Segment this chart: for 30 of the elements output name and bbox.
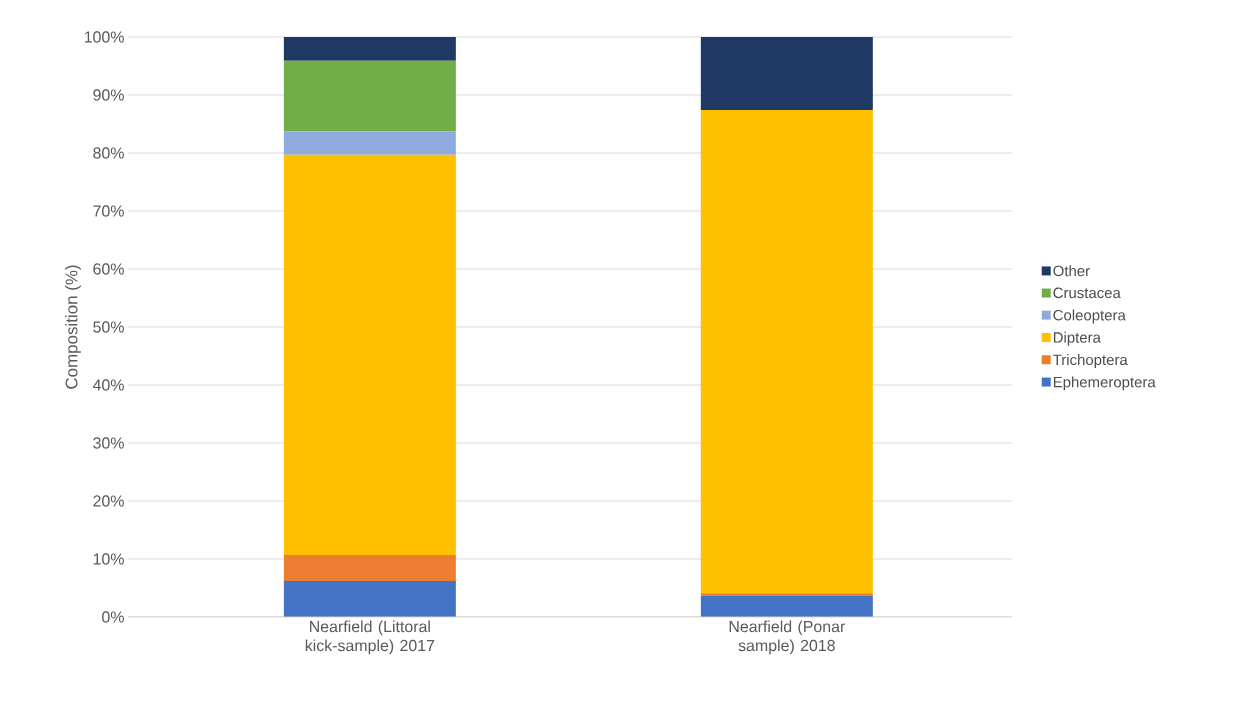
y-tick-label: 10%	[93, 553, 124, 565]
y-tick-label: 50%	[93, 321, 124, 333]
x-tick-label: Nearfield (Littoral kick-sample) 2017	[305, 620, 435, 655]
bar	[283, 131, 456, 155]
legend-label: Coleoptera	[1053, 309, 1126, 324]
bar	[283, 154, 456, 555]
legend-label: Ephemeroptera	[1053, 376, 1156, 391]
y-axis-title: Composition (%)	[65, 265, 81, 389]
y-tick-label: 60%	[93, 263, 124, 275]
y-tick-label: 70%	[93, 205, 124, 217]
legend-label: Diptera	[1053, 331, 1101, 346]
bar	[700, 593, 873, 596]
bar	[700, 595, 873, 617]
legend-label: Other	[1053, 265, 1090, 277]
bar	[283, 581, 456, 617]
legend-label: Crustacea	[1053, 287, 1121, 299]
bar	[700, 36, 873, 111]
bar	[283, 36, 456, 61]
y-tick-label: 20%	[93, 495, 124, 507]
bar	[283, 60, 456, 132]
bar	[700, 110, 873, 594]
y-tick-label: 100%	[84, 31, 124, 43]
y-tick-label: 80%	[93, 147, 124, 159]
legend-label: Trichoptera	[1053, 354, 1128, 369]
x-tick-label: Nearfield (Ponar sample) 2018	[729, 620, 846, 655]
y-tick-label: 0%	[102, 611, 124, 623]
y-tick-label: 30%	[93, 437, 124, 449]
y-tick-label: 90%	[93, 89, 124, 101]
y-tick-label: 40%	[92, 379, 124, 391]
bar	[283, 554, 456, 582]
